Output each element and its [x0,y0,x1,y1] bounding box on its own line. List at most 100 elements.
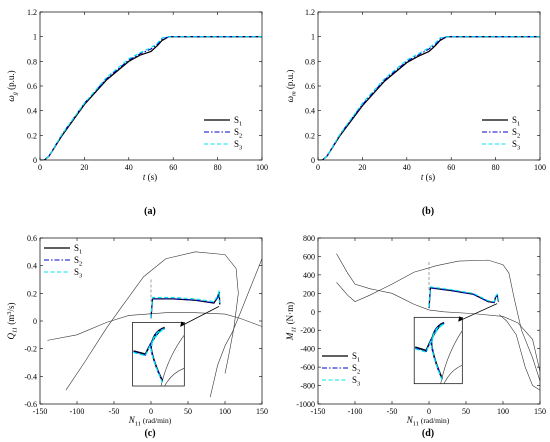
x-tick-label: -150 [33,407,48,416]
y-tick-label: 0.6 [27,234,37,243]
legend-label: S3 [512,139,520,152]
x-tick-label: 40 [403,163,411,172]
x-tick-label: -150 [311,407,326,416]
panel-caption: (d) [422,428,434,439]
series-line-s3 [318,36,540,160]
x-tick-label: 20 [358,163,366,172]
panel-caption: (b) [422,206,434,217]
zoom-arrow [458,303,498,322]
x-tick-label: 0 [149,407,153,416]
x-axis-label: t (s) [143,172,157,182]
y-tick-label: 1.2 [27,8,37,17]
inset-boundary-curve [164,367,185,387]
svg-text:M11 (N·m): M11 (N·m) [285,302,298,341]
legend-label: S2 [234,127,242,140]
legend-label: S1 [352,351,360,364]
y-tick-label: 0.6 [305,82,315,91]
y-tick-label: -1000 [296,400,315,409]
legend-label: S2 [352,363,360,376]
y-tick-label: 0.2 [305,131,315,140]
y-tick-label: -0.2 [24,345,37,354]
x-tick-label: 100 [497,407,509,416]
inset-zoom [413,303,498,385]
y-tick-label: 0.4 [305,107,315,116]
y-tick-label: 0 [33,156,37,165]
axes-frame [317,11,541,161]
x-axis-label: t (s) [421,172,435,182]
x-tick-label: 100 [534,163,546,172]
legend-label: S3 [352,375,360,388]
y-tick-label: 1.2 [305,8,315,17]
y-axis-label: ωg (p.u.) [6,70,19,101]
x-tick-label: 50 [462,407,470,416]
x-tick-label: 40 [125,163,133,172]
y-tick-label: -800 [300,382,315,391]
svg-text:ωg (p.u.): ωg (p.u.) [6,70,19,101]
inset-boundary-curve [443,364,463,384]
y-tick-label: -0.4 [24,372,37,381]
y-tick-label: 800 [303,234,315,243]
inset-series-s3 [415,323,445,381]
y-tick-label: 200 [303,289,315,298]
series-line-s1 [150,291,221,319]
y-tick-label: 1 [33,33,37,42]
x-tick-label: 60 [447,163,455,172]
y-tick-label: -0.6 [24,400,37,409]
series-line-s3 [40,36,262,160]
x-tick-label: 100 [219,407,231,416]
axes-frame [39,237,263,405]
axes-frame [39,11,263,161]
svg-text:ωm (p.u.): ωm (p.u.) [285,70,298,103]
boundary-curve [47,312,262,341]
boundary-curve [336,259,540,382]
y-tick-label: 0 [33,317,37,326]
panel-caption: (c) [144,428,155,439]
y-tick-label: 0.4 [27,262,37,271]
legend-label: S1 [234,115,242,128]
x-tick-label: 80 [492,163,500,172]
chart-panel: -150 -100 -50 0 50 100 150 -1000 -800 -600 -400 -20… [285,234,546,439]
zoom-arrow [180,306,220,327]
series-line-s3 [428,286,500,308]
inset-zoom [132,306,220,387]
y-tick-label: 0.8 [305,57,315,66]
inset-series-s3 [133,328,165,383]
x-tick-label: 0 [316,163,320,172]
plot-area [336,253,540,391]
y-tick-label: 1 [311,33,315,42]
plot-area [47,251,262,398]
legend-label: S3 [74,267,82,280]
x-tick-label: 150 [534,407,546,416]
x-tick-label: -50 [109,407,120,416]
panel-caption: (a) [144,206,156,217]
x-tick-label: 20 [80,163,88,172]
y-tick-label: 0 [311,308,315,317]
y-axis-label: Q11 (m3/s) [6,302,19,339]
y-tick-label: 0.2 [27,289,37,298]
x-tick-label: -50 [387,407,398,416]
y-tick-label: -400 [300,345,315,354]
y-tick-label: 0.8 [27,57,37,66]
legend-label: S2 [512,127,520,140]
axes-frame [317,237,541,405]
series-line-s2 [428,287,500,309]
zoom-arrowhead [180,321,186,327]
x-tick-label: 0 [38,163,42,172]
series-line-s2 [318,36,540,160]
svg-text:Q11 (m3/s): Q11 (m3/s) [6,302,19,339]
boundary-curve [209,258,262,398]
series-line-s1 [40,36,262,160]
x-tick-label: -100 [70,407,85,416]
y-tick-label: 0.4 [27,107,37,116]
x-tick-label: 50 [184,407,192,416]
legend-label: S2 [74,255,82,268]
series-line-s1 [318,36,540,160]
x-tick-label: -100 [348,407,363,416]
y-axis-label: ωm (p.u.) [285,70,298,103]
series-line-s1 [428,287,500,309]
